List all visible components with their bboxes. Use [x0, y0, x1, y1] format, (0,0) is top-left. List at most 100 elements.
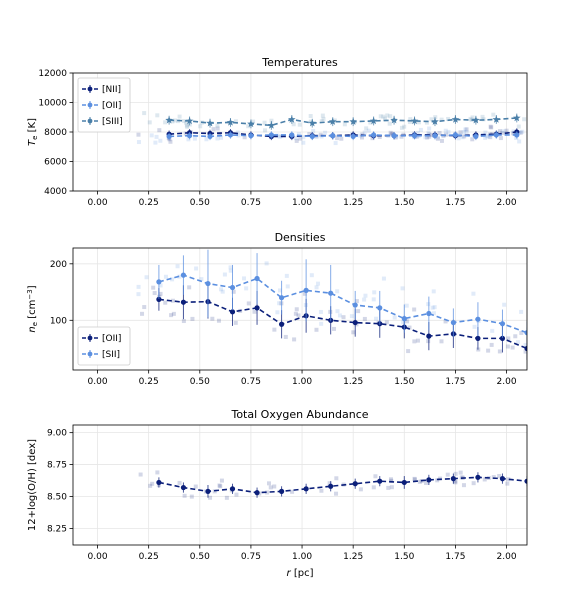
- cloud-point-2-15: [385, 113, 390, 118]
- panel-title: Temperatures: [261, 56, 338, 69]
- series-2: [156, 249, 527, 345]
- cloud-point-2-34: [297, 122, 302, 127]
- cloud-point-0-56: [424, 481, 429, 486]
- cloud-point-0-10: [427, 134, 432, 139]
- cloud-point-2-30: [263, 128, 268, 133]
- cloud-point-1-1: [163, 274, 168, 279]
- cloud-point-1-24: [277, 301, 282, 306]
- series-3: [165, 113, 521, 130]
- data-point-8: [352, 302, 358, 308]
- cloud-point-0-39: [169, 313, 174, 318]
- cloud-point-1-1: [358, 133, 363, 138]
- data-point-14: [499, 335, 506, 341]
- cloud-point-2-32: [308, 114, 313, 119]
- data-point-8: [328, 117, 337, 125]
- cloud-point-2-36: [402, 124, 407, 129]
- cloud-point-1-49: [349, 314, 354, 319]
- data-point-10: [401, 479, 407, 486]
- cloud-point-0-21: [170, 298, 175, 303]
- cloud-point-1-34: [158, 283, 163, 288]
- cloud-point-0-9: [307, 132, 312, 137]
- data-point-12: [450, 476, 456, 482]
- data-point-7: [328, 290, 334, 296]
- cloud-point-0-1: [356, 309, 361, 314]
- cloud-point-1-16: [293, 136, 298, 141]
- cloud-point-0-21: [412, 476, 417, 481]
- cloud-point-1-21: [284, 273, 289, 278]
- cloud-point-1-3: [515, 340, 520, 345]
- cloud-point-0-42: [513, 334, 518, 339]
- data-point-0: [156, 279, 162, 285]
- data-point-12: [410, 116, 419, 125]
- series-line: [169, 117, 517, 127]
- panel-title: Densities: [275, 231, 326, 244]
- cloud-point-1-23: [136, 292, 141, 297]
- cloud-point-0-32: [435, 478, 440, 483]
- cloud-point-2-19: [446, 116, 451, 121]
- series-1: [156, 284, 527, 360]
- cloud-point-1-11: [219, 287, 224, 292]
- cloud-point-0-58: [293, 311, 298, 316]
- x-tick-label-3: 0.75: [241, 552, 261, 562]
- y-tick-label-0: 100: [50, 316, 67, 326]
- cloud-point-0-24: [489, 125, 494, 130]
- cloud-point-1-27: [264, 261, 269, 266]
- data-point-13: [475, 335, 481, 341]
- cloud-point-1-44: [333, 141, 338, 146]
- cloud-point-0-35: [210, 316, 215, 321]
- cloud-point-1-8: [427, 126, 432, 131]
- x-tick-label-4: 1.00: [292, 198, 312, 208]
- cloud-point-1-4: [472, 324, 477, 329]
- cloud-point-2-44: [388, 114, 393, 119]
- cloud-point-2-4: [381, 114, 386, 119]
- cloud-point-2-31: [308, 119, 313, 124]
- cloud-point-0-40: [429, 133, 434, 138]
- cloud-point-1-47: [335, 289, 340, 294]
- cloud-point-1-32: [319, 321, 324, 326]
- x-tick-label-7: 1.75: [445, 552, 465, 562]
- cloud-point-0-31: [506, 477, 511, 482]
- cloud-point-2-54: [491, 112, 496, 117]
- cloud-point-1-58: [153, 140, 158, 145]
- panel-title: Total Oxygen Abundance: [230, 408, 368, 421]
- cloud-point-0-47: [268, 485, 273, 490]
- cloud-point-2-53: [468, 116, 473, 121]
- y-label-superscript: −3: [26, 289, 34, 299]
- cloud-point-0-26: [187, 285, 192, 290]
- cloud-point-1-53: [483, 130, 488, 135]
- cloud-point-1-22: [404, 303, 409, 308]
- cloud-point-0-38: [497, 349, 502, 354]
- y-tick-label-1: 6000: [44, 158, 67, 168]
- cloud-point-1-57: [432, 305, 437, 310]
- axes-frame: [72, 424, 528, 546]
- data-point-9: [349, 117, 357, 125]
- cloud-point-2-55: [246, 124, 251, 129]
- cloud-point-0-46: [152, 291, 157, 296]
- cloud-point-0-12: [283, 334, 288, 339]
- data-point-15: [472, 116, 480, 124]
- cloud-point-0-58: [458, 130, 463, 135]
- data-point-14: [499, 321, 506, 327]
- cloud-point-1-26: [154, 134, 159, 139]
- cloud-point-2-1: [319, 119, 324, 124]
- cloud-point-2-5: [262, 120, 267, 125]
- cloud-point-0-47: [140, 311, 145, 316]
- cloud-point-2-35: [147, 120, 152, 125]
- cloud-point-0-51: [224, 495, 229, 500]
- cloud-point-1-54: [463, 127, 468, 132]
- cloud-point-1-0: [204, 137, 209, 142]
- x-axis-label: r [pc]: [287, 568, 314, 579]
- cloud-point-0-27: [155, 470, 160, 475]
- cloud-point-1-26: [372, 290, 377, 295]
- data-point-4: [248, 133, 254, 139]
- y-tick-label-0: 8.25: [47, 524, 67, 534]
- cloud-point-1-47: [483, 135, 488, 140]
- cloud-point-0-57: [294, 138, 299, 143]
- data-point-6: [303, 486, 309, 492]
- data-point-2: [206, 119, 214, 127]
- x-tick-label-0: 0.00: [88, 198, 108, 208]
- series-line: [158, 476, 527, 494]
- data-point-5: [278, 295, 285, 301]
- data-point-16: [492, 115, 501, 123]
- cloud-point-0-40: [406, 349, 411, 354]
